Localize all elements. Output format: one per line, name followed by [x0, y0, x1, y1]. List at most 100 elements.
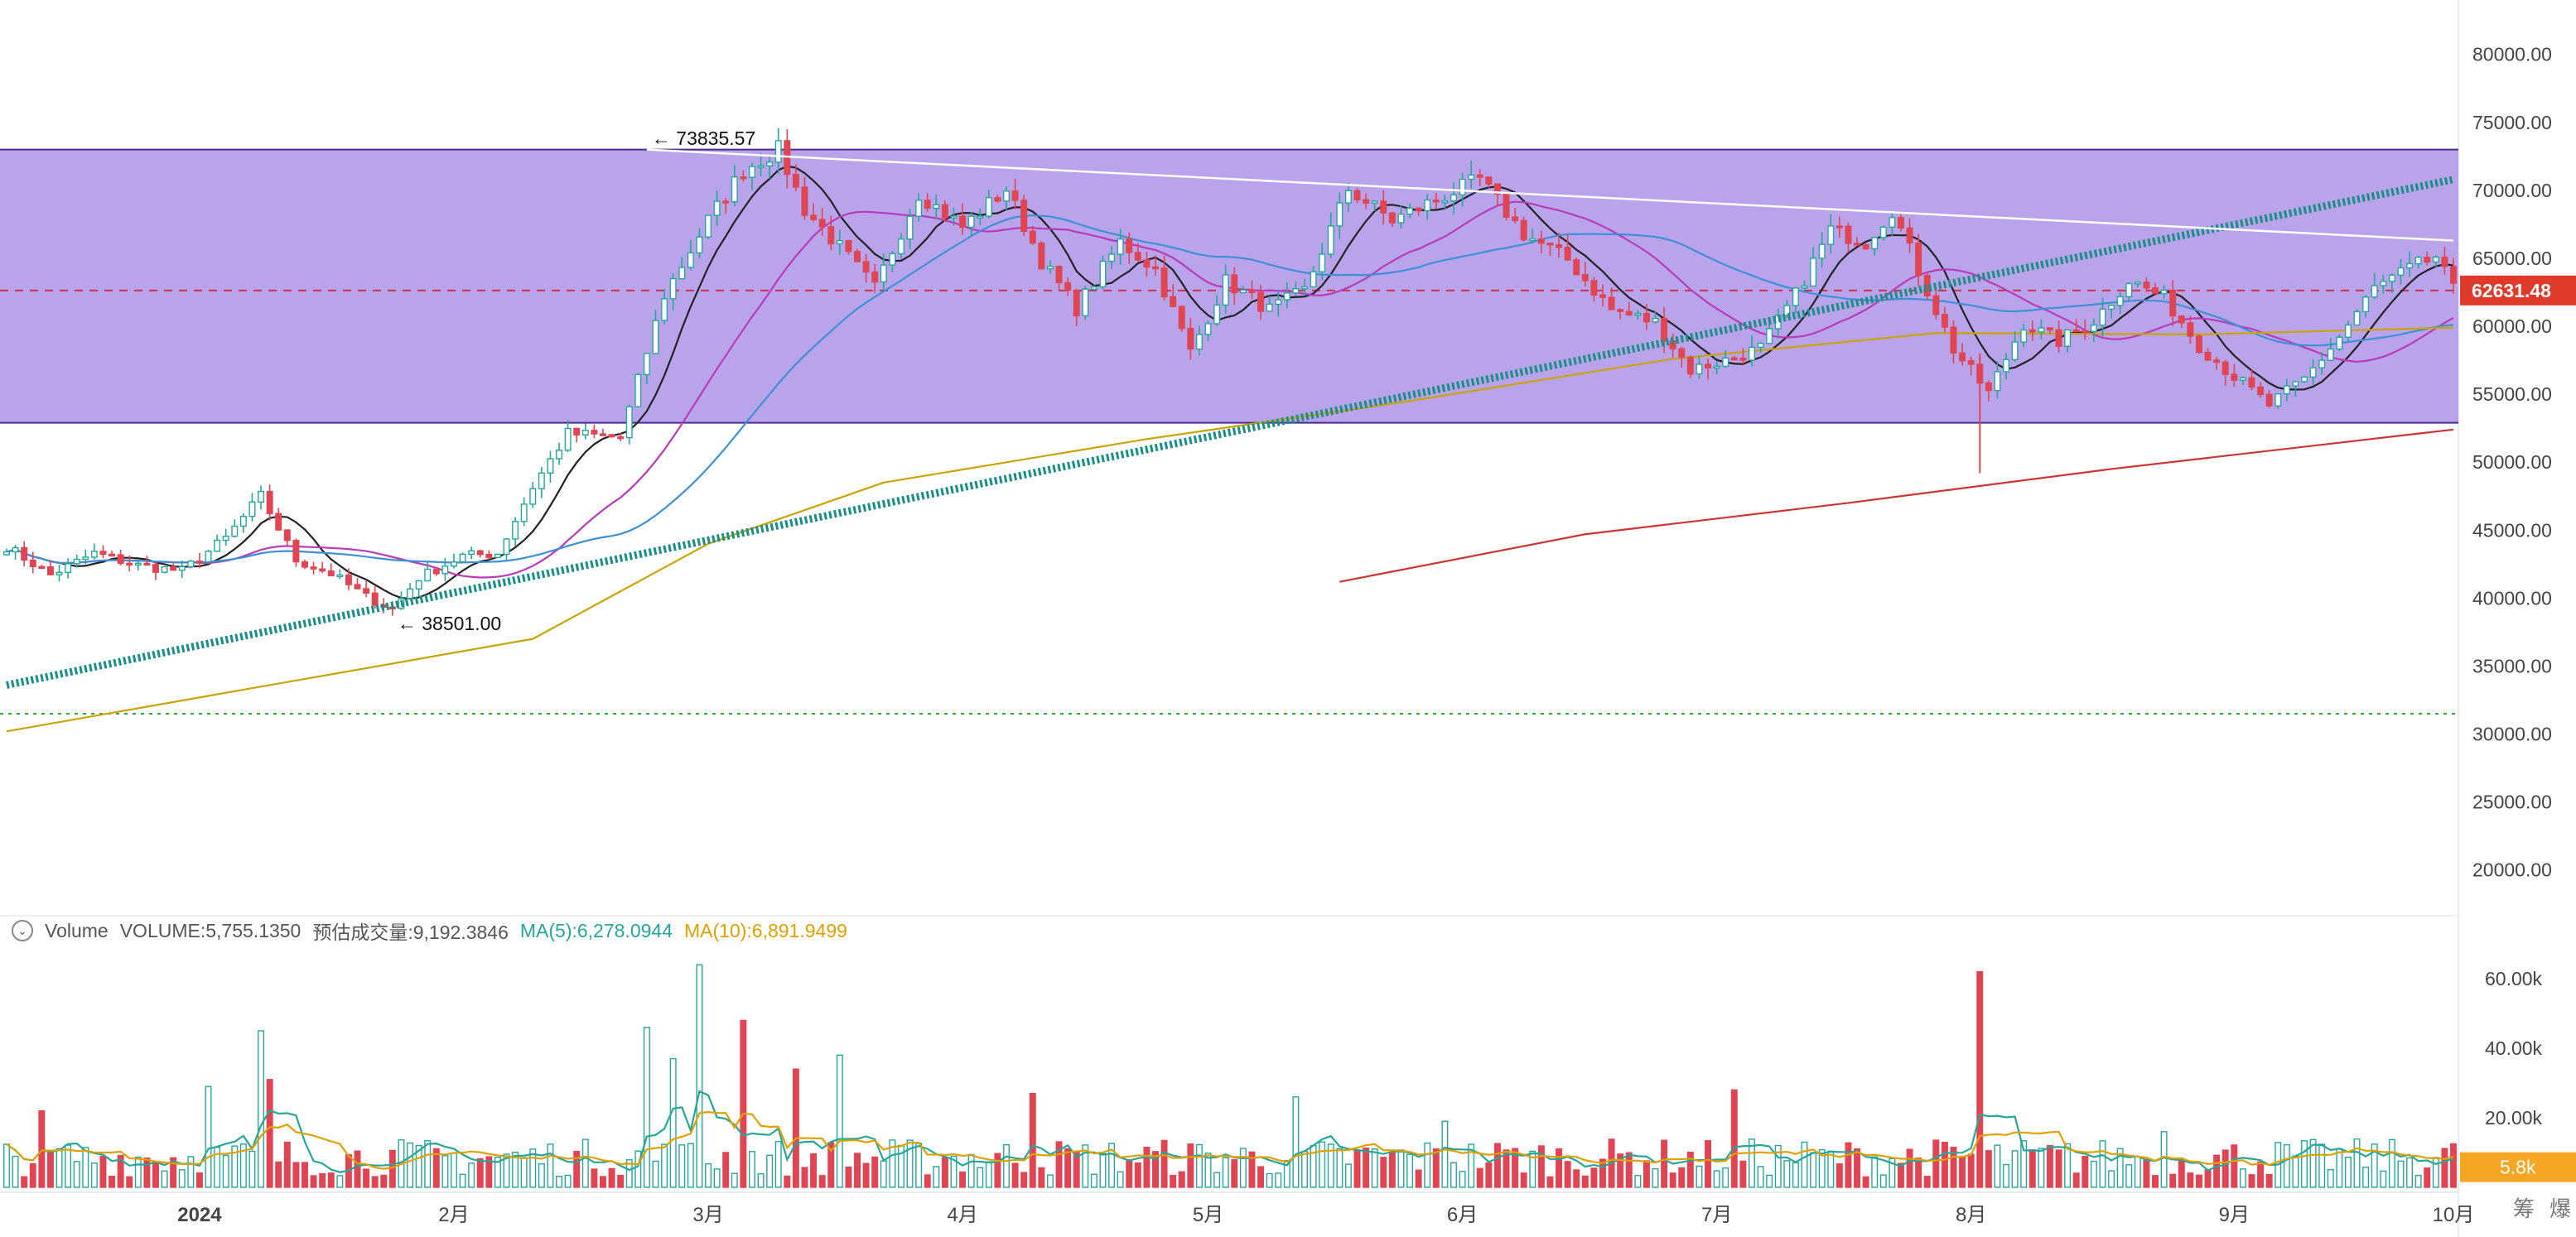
- candle: [3, 548, 10, 556]
- volume-bar: [748, 1151, 755, 1188]
- volume-bar: [231, 1145, 239, 1188]
- volume-bar: [1319, 1141, 1326, 1188]
- candle: [1248, 280, 1256, 300]
- candle-body: [1301, 286, 1308, 290]
- volume-bar: [503, 1153, 510, 1188]
- price-tick-label: 80000.00: [2472, 44, 2552, 65]
- volume-bar: [581, 1138, 589, 1188]
- volume-bar: [950, 1155, 958, 1188]
- candle-body: [1529, 238, 1536, 242]
- candle-body: [239, 515, 247, 527]
- candle-body: [1661, 317, 1668, 342]
- volume-bar: [3, 1143, 10, 1188]
- volume-bar: [1774, 1144, 1782, 1188]
- candle: [1213, 295, 1221, 326]
- volume-bar: [845, 1166, 852, 1188]
- candle-body: [441, 565, 449, 575]
- candle-body: [99, 551, 107, 556]
- volume-bar: [1275, 1172, 1282, 1188]
- volume-bar: [1397, 1149, 1405, 1188]
- candle: [126, 555, 133, 572]
- candle-body: [65, 563, 72, 574]
- candle-body: [152, 564, 159, 573]
- candle: [1722, 349, 1729, 368]
- volume-bar: [564, 1174, 572, 1188]
- candle-body: [1090, 286, 1097, 290]
- candle-body: [1696, 363, 1703, 375]
- candle-body: [1363, 199, 1370, 204]
- candle-body: [1748, 346, 1755, 361]
- candle-body: [1441, 200, 1449, 204]
- volume-bar: [38, 1109, 46, 1188]
- candle: [1818, 232, 1826, 268]
- candle: [1705, 359, 1712, 380]
- candle: [1344, 182, 1352, 212]
- side-tab-chips[interactable]: 筹: [2512, 1196, 2535, 1221]
- candle: [1678, 347, 1686, 368]
- candle: [468, 546, 475, 560]
- candle: [2450, 258, 2457, 294]
- volume-ma-lines: [6, 1090, 2454, 1173]
- candle: [862, 253, 870, 283]
- candle: [1845, 222, 1852, 253]
- candle: [1195, 325, 1203, 356]
- candle-body: [345, 574, 352, 585]
- volume-bar: [2239, 1168, 2246, 1188]
- candle: [1239, 286, 1247, 294]
- volume-bar: [161, 1170, 168, 1188]
- candle-body: [608, 434, 615, 438]
- candle: [2344, 320, 2352, 341]
- price-tick-label: 25000.00: [2472, 792, 2552, 813]
- collapse-toggle-icon[interactable]: ⌄: [12, 920, 33, 941]
- candle-body: [1713, 365, 1720, 369]
- volume-bar: [292, 1162, 300, 1188]
- volume-bar: [2160, 1131, 2168, 1188]
- candle-body: [2397, 267, 2405, 276]
- candle: [1879, 225, 1887, 241]
- candle-body: [292, 540, 300, 563]
- volume-bar: [1301, 1151, 1308, 1188]
- volume-bar: [1424, 1142, 1431, 1188]
- candle-body: [705, 214, 712, 238]
- candle-body: [21, 546, 28, 561]
- volume-bar: [1678, 1167, 1686, 1188]
- volume-tick-label: 20.00k: [2485, 1107, 2543, 1129]
- candle-body: [564, 427, 572, 451]
- volume-bar: [1187, 1143, 1194, 1188]
- volume-bar: [354, 1150, 361, 1188]
- candle: [1020, 195, 1028, 237]
- volume-bar: [258, 1030, 265, 1188]
- volume-bar: [222, 1154, 229, 1188]
- candle: [1090, 285, 1097, 292]
- candle: [1485, 176, 1493, 189]
- volume-bar: [2371, 1143, 2378, 1188]
- volume-bar: [2064, 1143, 2072, 1188]
- candle: [722, 197, 730, 214]
- candle: [2160, 285, 2168, 299]
- candle: [1512, 208, 1519, 224]
- volume-bar: [1871, 1156, 1879, 1188]
- candle: [1573, 258, 1580, 276]
- candle: [2397, 258, 2405, 285]
- candle: [1222, 264, 1229, 314]
- volume-bar: [432, 1148, 440, 1188]
- volume-bar: [1371, 1148, 1378, 1188]
- time-tick-label: 7月: [1701, 1204, 1732, 1226]
- candle: [178, 561, 186, 578]
- candle-body: [625, 406, 633, 439]
- candle-body: [1415, 207, 1422, 212]
- candle: [643, 353, 650, 385]
- volume-title: Volume: [45, 919, 109, 941]
- candle: [994, 195, 1001, 203]
- volume-bar: [310, 1175, 317, 1188]
- side-tab-liquidation[interactable]: 爆: [2549, 1196, 2571, 1221]
- candle: [258, 485, 265, 510]
- candle-body: [1722, 357, 1729, 368]
- candle-body: [2046, 327, 2053, 331]
- candle-body: [258, 490, 265, 503]
- candle: [1556, 233, 1563, 258]
- volume-bar: [117, 1154, 124, 1188]
- candle: [214, 534, 221, 552]
- volume-bar: [634, 1150, 642, 1188]
- candle-body: [1994, 371, 2001, 392]
